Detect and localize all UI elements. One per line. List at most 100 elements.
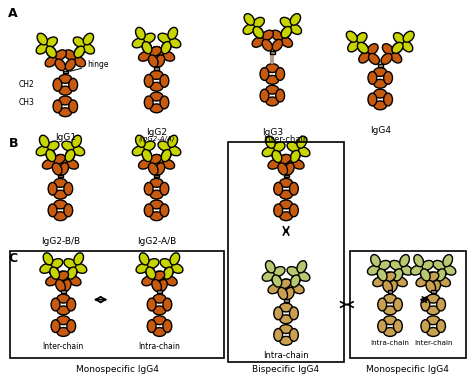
Ellipse shape bbox=[162, 41, 171, 53]
Ellipse shape bbox=[68, 265, 78, 277]
Ellipse shape bbox=[421, 320, 430, 333]
Ellipse shape bbox=[145, 265, 155, 277]
Ellipse shape bbox=[262, 271, 274, 281]
Ellipse shape bbox=[160, 204, 169, 217]
Bar bbox=[431, 290, 436, 293]
Ellipse shape bbox=[55, 59, 65, 70]
Ellipse shape bbox=[266, 97, 279, 106]
Ellipse shape bbox=[279, 155, 291, 164]
Ellipse shape bbox=[144, 204, 153, 217]
Ellipse shape bbox=[393, 320, 402, 333]
Ellipse shape bbox=[162, 149, 171, 161]
Ellipse shape bbox=[153, 306, 166, 315]
Ellipse shape bbox=[65, 150, 75, 162]
Ellipse shape bbox=[51, 298, 60, 311]
Text: Intra-chain: Intra-chain bbox=[138, 342, 181, 351]
Ellipse shape bbox=[161, 41, 171, 54]
Ellipse shape bbox=[368, 54, 380, 64]
Ellipse shape bbox=[438, 266, 447, 278]
Ellipse shape bbox=[276, 67, 284, 80]
Ellipse shape bbox=[438, 277, 450, 287]
Ellipse shape bbox=[65, 59, 75, 70]
Text: Monospecific IgG4: Monospecific IgG4 bbox=[76, 365, 159, 374]
Ellipse shape bbox=[152, 279, 162, 292]
Ellipse shape bbox=[298, 271, 310, 281]
Ellipse shape bbox=[69, 78, 78, 91]
Ellipse shape bbox=[367, 44, 378, 55]
Ellipse shape bbox=[163, 52, 174, 61]
Ellipse shape bbox=[427, 328, 439, 336]
Ellipse shape bbox=[421, 261, 433, 270]
Text: A: A bbox=[9, 7, 18, 20]
Ellipse shape bbox=[381, 54, 392, 64]
Ellipse shape bbox=[169, 146, 181, 156]
Ellipse shape bbox=[132, 146, 145, 156]
Ellipse shape bbox=[284, 163, 294, 175]
Ellipse shape bbox=[164, 267, 173, 279]
Ellipse shape bbox=[64, 182, 73, 195]
Ellipse shape bbox=[368, 72, 377, 84]
Ellipse shape bbox=[49, 265, 59, 277]
Ellipse shape bbox=[420, 269, 430, 281]
Ellipse shape bbox=[373, 277, 385, 287]
Ellipse shape bbox=[383, 272, 396, 282]
Ellipse shape bbox=[291, 275, 300, 287]
Bar bbox=[283, 175, 289, 178]
Ellipse shape bbox=[384, 272, 397, 282]
Bar bbox=[378, 64, 383, 67]
Ellipse shape bbox=[136, 28, 145, 40]
Ellipse shape bbox=[158, 141, 170, 151]
Ellipse shape bbox=[39, 135, 49, 147]
Ellipse shape bbox=[150, 82, 163, 91]
Ellipse shape bbox=[53, 155, 65, 164]
Ellipse shape bbox=[147, 259, 159, 268]
Ellipse shape bbox=[383, 294, 396, 303]
Ellipse shape bbox=[290, 204, 298, 217]
Ellipse shape bbox=[59, 163, 69, 175]
Ellipse shape bbox=[69, 100, 78, 113]
Ellipse shape bbox=[153, 328, 166, 336]
Ellipse shape bbox=[419, 266, 429, 278]
Ellipse shape bbox=[65, 149, 75, 161]
Bar bbox=[228, 142, 344, 362]
Ellipse shape bbox=[426, 280, 436, 293]
Ellipse shape bbox=[437, 320, 446, 333]
Ellipse shape bbox=[150, 104, 163, 113]
Ellipse shape bbox=[55, 155, 68, 164]
Ellipse shape bbox=[266, 75, 279, 84]
Ellipse shape bbox=[393, 298, 402, 311]
Ellipse shape bbox=[148, 163, 158, 175]
Ellipse shape bbox=[395, 277, 407, 287]
Ellipse shape bbox=[142, 41, 151, 53]
Ellipse shape bbox=[158, 33, 170, 43]
Ellipse shape bbox=[383, 93, 392, 106]
Ellipse shape bbox=[157, 279, 167, 292]
Text: Inter-chain: Inter-chain bbox=[414, 340, 453, 346]
Ellipse shape bbox=[253, 26, 264, 38]
Ellipse shape bbox=[46, 37, 57, 47]
Ellipse shape bbox=[388, 280, 397, 293]
Ellipse shape bbox=[244, 14, 255, 25]
Ellipse shape bbox=[280, 325, 292, 334]
Ellipse shape bbox=[383, 280, 392, 293]
Ellipse shape bbox=[36, 146, 48, 156]
Ellipse shape bbox=[391, 52, 401, 63]
Ellipse shape bbox=[51, 320, 60, 333]
Ellipse shape bbox=[53, 100, 62, 113]
Ellipse shape bbox=[46, 46, 56, 58]
Ellipse shape bbox=[272, 275, 282, 287]
Ellipse shape bbox=[74, 57, 85, 67]
Ellipse shape bbox=[298, 147, 310, 157]
Ellipse shape bbox=[54, 200, 67, 209]
Ellipse shape bbox=[280, 178, 292, 187]
Ellipse shape bbox=[280, 17, 292, 28]
Text: hinge: hinge bbox=[70, 60, 109, 71]
Ellipse shape bbox=[59, 75, 72, 83]
Ellipse shape bbox=[42, 159, 55, 169]
Ellipse shape bbox=[48, 182, 57, 195]
Ellipse shape bbox=[427, 294, 439, 303]
Ellipse shape bbox=[83, 33, 93, 45]
Ellipse shape bbox=[143, 141, 155, 151]
Ellipse shape bbox=[359, 52, 370, 63]
Bar bbox=[388, 290, 392, 293]
